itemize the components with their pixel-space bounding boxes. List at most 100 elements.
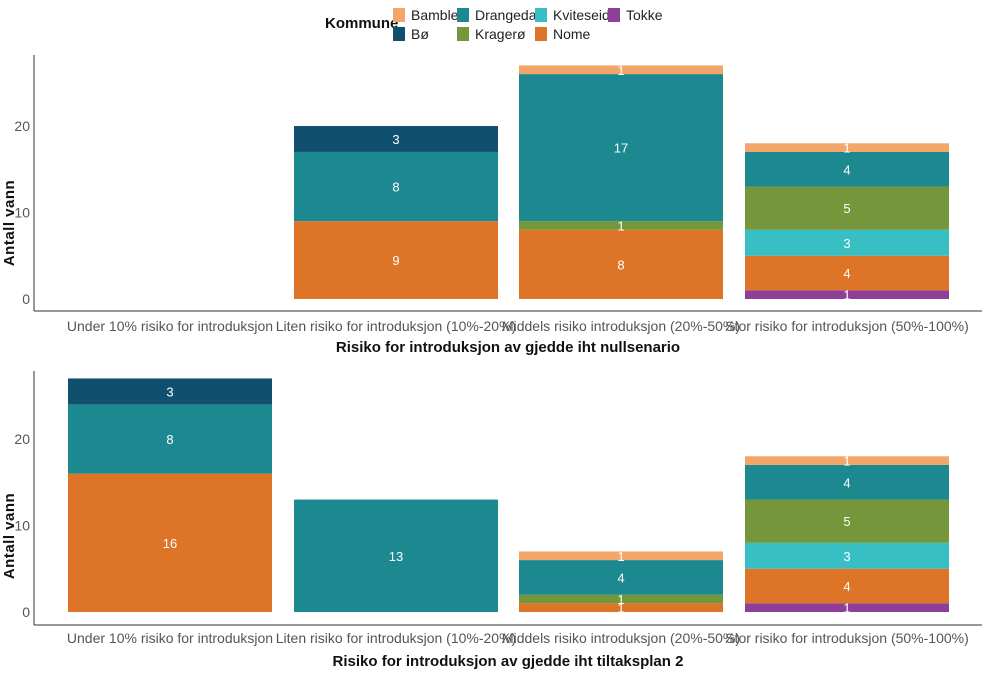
- bar-value-label: 4: [843, 162, 850, 177]
- legend-swatch-kragero: [457, 27, 469, 41]
- bar-segment-drangedal: [519, 74, 723, 222]
- legend-swatch-nome: [535, 27, 547, 41]
- bar-value-label: 1: [843, 601, 850, 616]
- bar-segment-nome: [294, 221, 498, 299]
- bar-segment-bamble: [519, 551, 723, 561]
- bar-segment-bo: [294, 126, 498, 152]
- bar-segment-drangedal: [294, 499, 498, 612]
- bar-value-label: 5: [843, 514, 850, 529]
- bar-value-label: 16: [163, 536, 177, 551]
- bar-value-label: 4: [617, 570, 624, 585]
- bar-value-label: 4: [843, 579, 850, 594]
- bar-value-label: 3: [166, 384, 173, 399]
- bar-value-label: 13: [389, 549, 403, 564]
- bar-segment-bamble: [745, 456, 949, 465]
- bar-value-label: 17: [614, 141, 628, 156]
- bar-value-label: 9: [392, 253, 399, 268]
- y-tick-label: 0: [22, 604, 30, 620]
- bar-segment-drangedal: [519, 560, 723, 595]
- x-tick-label: Middels risiko introduksjon (20%-50%): [502, 318, 740, 334]
- legend-item-tokke: Tokke: [608, 7, 663, 25]
- x-tick-label: Middels risiko introduksjon (20%-50%): [502, 630, 740, 646]
- bar-value-label: 4: [843, 266, 850, 281]
- x-tick-labels: Under 10% risiko for introduksjon Liten r…: [67, 318, 969, 334]
- bar-value-label: 4: [843, 475, 850, 490]
- legend-item-bo: Bø: [393, 26, 429, 44]
- legend-title: Kommune: [325, 15, 399, 32]
- legend-label-kviteseid: Kviteseid: [553, 7, 610, 23]
- bar-value-label: 3: [392, 132, 399, 147]
- bar-value-label: 8: [617, 257, 624, 272]
- x-axis-title: Risiko for introduksjon av gjedde iht ti…: [333, 653, 684, 670]
- y-tick-label: 0: [22, 291, 30, 307]
- legend-swatch-bamble: [393, 8, 405, 22]
- bar-segment-nome: [68, 473, 272, 612]
- bar-value-label: 5: [843, 201, 850, 216]
- bar-segment-tokke: [745, 603, 949, 612]
- bar-segment-kviteseid: [745, 229, 949, 256]
- y-tick-labels: 0 10 20: [14, 431, 30, 620]
- bar-segment-nome: [519, 603, 723, 612]
- bar-value-label: 3: [843, 236, 850, 251]
- bar-marks: 9 8 3 8 1 17 1 1 4 3 5 4 1: [294, 63, 949, 303]
- legend-item-nome: Nome: [535, 26, 590, 44]
- legend-label-bo: Bø: [411, 26, 429, 42]
- legend-swatch-bo: [393, 27, 405, 41]
- y-tick-label: 10: [14, 205, 30, 221]
- bar-segment-tokke: [745, 290, 949, 299]
- chart-nullsenario: 9 8 3 8 1 17 1 1 4 3 5 4 1 0 10 20 Under 10% risiko fo…: [1, 55, 982, 356]
- legend-item-bamble: Bamble: [393, 7, 458, 25]
- legend-label-bamble: Bamble: [411, 7, 459, 23]
- bar-segment-drangedal: [745, 151, 949, 187]
- bar-segment-kragero: [519, 221, 723, 230]
- legend-label-tokke: Tokke: [626, 7, 663, 23]
- bar-value-label: 1: [617, 218, 624, 233]
- x-tick-label: Liten risiko for introduksjon (10%-20%): [276, 630, 516, 646]
- bar-segment-nome: [745, 568, 949, 604]
- y-axis-title: Antall vann: [1, 493, 18, 579]
- bar-segment-bamble: [519, 65, 723, 75]
- bar-segment-bo: [68, 378, 272, 405]
- bar-value-label: 1: [843, 141, 850, 156]
- bar-value-label: 1: [617, 63, 624, 78]
- bar-value-label: 3: [843, 549, 850, 564]
- legend-label-drangedal: Drangedal: [475, 7, 540, 23]
- bar-segment-drangedal: [68, 404, 272, 474]
- legend-item-kviteseid: Kviteseid: [535, 7, 610, 25]
- bar-segment-kragero: [519, 594, 723, 604]
- y-tick-labels: 0 10 20: [14, 118, 30, 307]
- bar-segment-drangedal: [294, 151, 498, 222]
- bar-value-label: 1: [843, 288, 850, 303]
- x-tick-label: Under 10% risiko for introduksjon: [67, 630, 273, 646]
- y-tick-label: 10: [14, 518, 30, 534]
- bar-segment-kragero: [745, 499, 949, 543]
- bar-segment-bamble: [745, 143, 949, 152]
- legend-item-kragero: Kragerø: [457, 26, 526, 44]
- legend-item-drangedal: Drangedal: [457, 7, 540, 25]
- x-tick-label: Liten risiko for introduksjon (10%-20%): [276, 318, 516, 334]
- bar-segment-nome: [745, 255, 949, 291]
- legend-swatch-tokke: [608, 8, 620, 22]
- bar-value-label: 1: [617, 592, 624, 607]
- y-tick-label: 20: [14, 118, 30, 134]
- bar-segment-kragero: [745, 186, 949, 230]
- legend-label-nome: Nome: [553, 26, 591, 42]
- bar-value-label: 8: [392, 180, 399, 195]
- bar-value-label: 8: [166, 432, 173, 447]
- legend-label-kragero: Kragerø: [475, 26, 526, 42]
- x-tick-label: Under 10% risiko for introduksjon: [67, 318, 273, 334]
- bar-segment-nome: [519, 229, 723, 299]
- x-tick-labels: Under 10% risiko for introduksjon Liten r…: [67, 630, 969, 646]
- x-axis-title: Risiko for introduksjon av gjedde iht nu…: [336, 339, 680, 356]
- x-tick-label: Stor risiko for introduksjon (50%-100%): [725, 318, 969, 334]
- y-axis-title: Antall vann: [1, 180, 18, 266]
- y-tick-label: 20: [14, 431, 30, 447]
- bar-segment-drangedal: [745, 464, 949, 500]
- x-tick-label: Stor risiko for introduksjon (50%-100%): [725, 630, 969, 646]
- bar-value-label: 1: [843, 454, 850, 469]
- bar-value-label: 1: [617, 549, 624, 564]
- bar-segment-kviteseid: [745, 542, 949, 569]
- legend-swatch-drangedal: [457, 8, 469, 22]
